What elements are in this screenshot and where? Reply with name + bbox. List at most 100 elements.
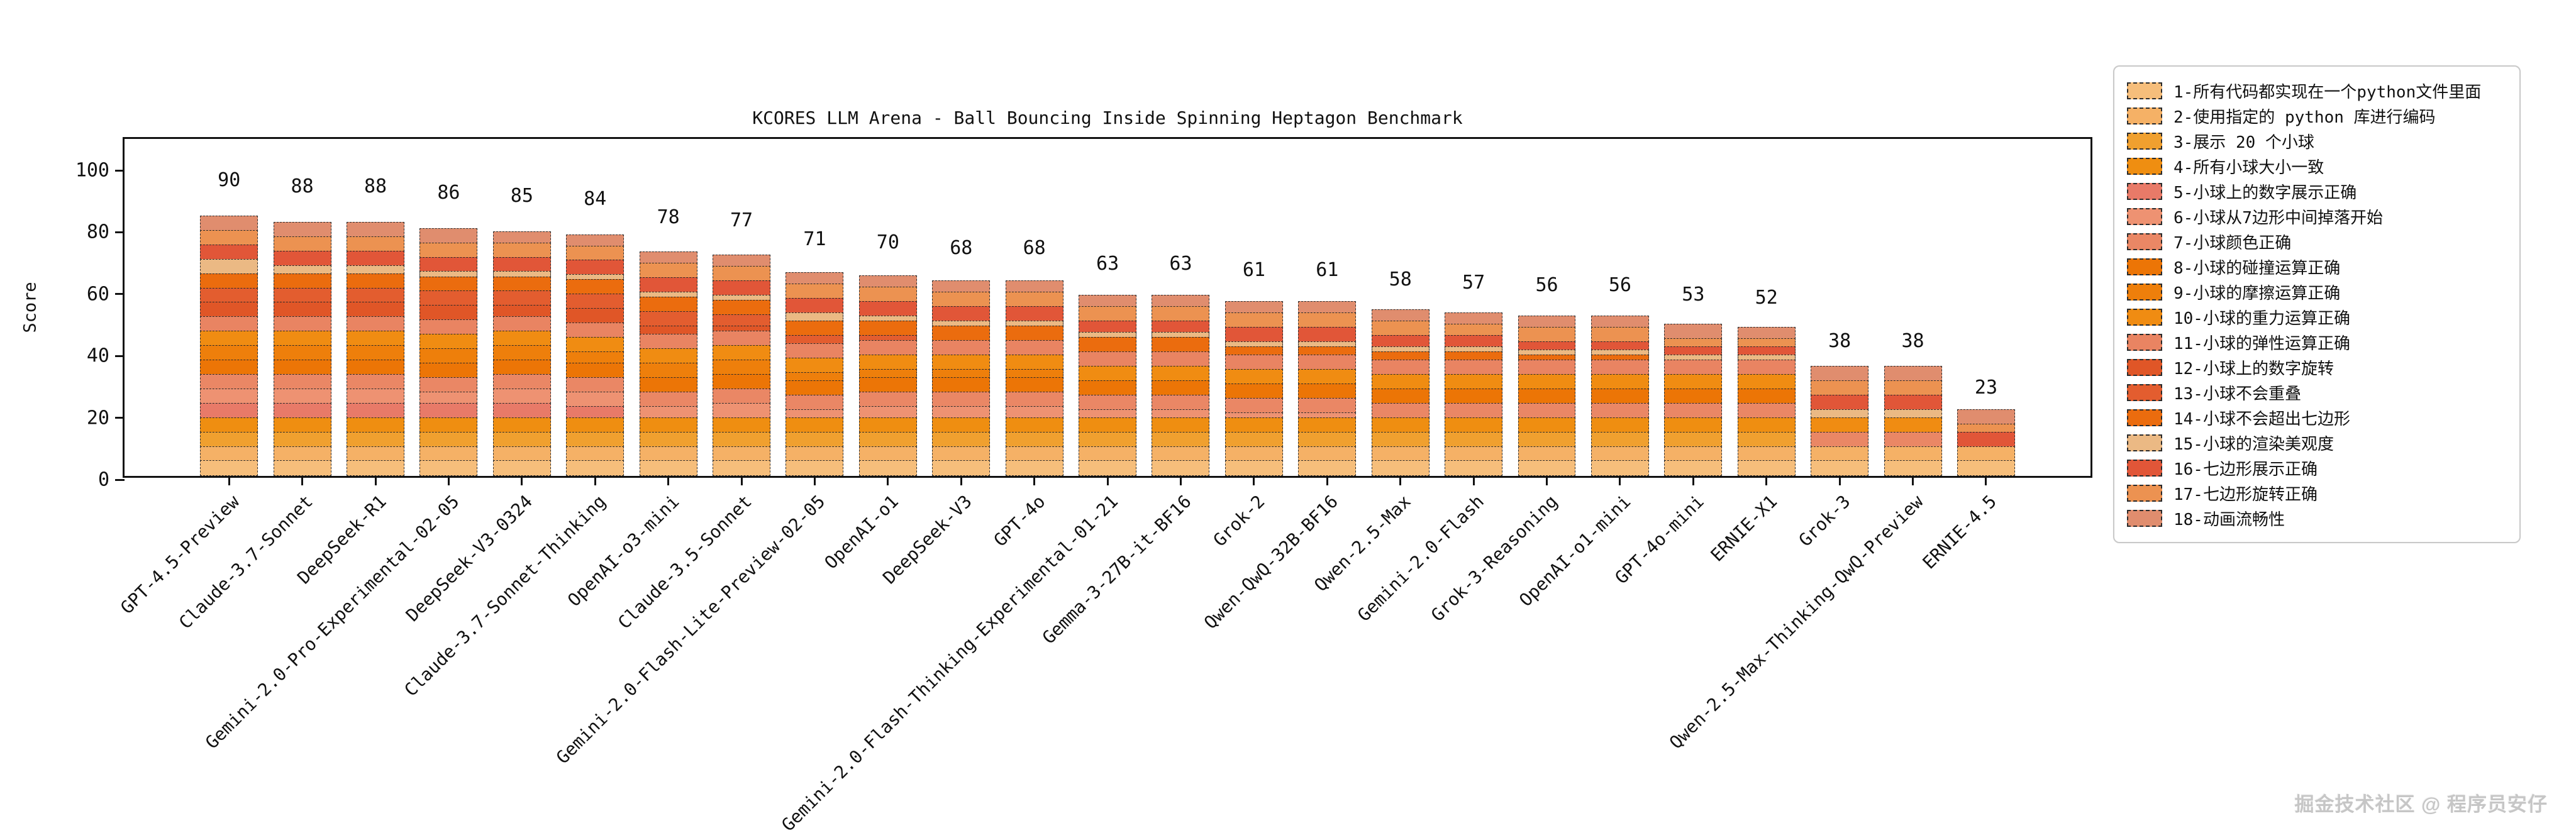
bar-segment-criterion-11: [1518, 360, 1576, 375]
bar-segment-criterion-18: [1079, 295, 1137, 307]
stacked-bar: [1518, 315, 1576, 476]
bar-segment-criterion-18: [1371, 309, 1430, 322]
bar-segment-criterion-4: [786, 417, 844, 433]
bar-total-label: 61: [1242, 258, 1265, 281]
bar-segment-criterion-17: [1811, 380, 1869, 396]
bar-group-GPT-4.5-Preview: 90 GPT-4.5-Preview: [116, 139, 265, 618]
x-tick: [1619, 476, 1621, 485]
bar-segment-criterion-14: [639, 297, 697, 312]
stacked-bar: [713, 255, 771, 476]
bar-segment-criterion-2: [1957, 446, 2015, 462]
bar-segment-criterion-17: [1884, 380, 1942, 396]
bar-segment-criterion-5: [566, 405, 625, 419]
legend-label: 6-小球从7边形中间掉落开始: [2174, 208, 2383, 228]
bar-segment-criterion-6: [492, 388, 551, 404]
stacked-bar: [1224, 301, 1283, 476]
x-tick-label: Claude-3.7-Sonnet: [174, 491, 317, 633]
bar-segment-criterion-16: [1298, 326, 1357, 343]
legend-item-15: 15-小球的渲染美观度: [2127, 430, 2507, 455]
bar-segment-criterion-6: [347, 388, 404, 404]
x-tick: [1033, 476, 1036, 485]
legend-swatch: [2127, 434, 2162, 451]
bar-segment-criterion-1: [566, 460, 625, 476]
bar-segment-criterion-3: [1371, 431, 1430, 448]
legend-swatch: [2127, 258, 2162, 275]
legend-label: 8-小球的碰撞运算正确: [2174, 258, 2341, 278]
legend-item-2: 2-使用指定的 python 库进行编码: [2127, 103, 2507, 128]
bar-segment-criterion-11: [1224, 354, 1283, 370]
bar-segment-criterion-6: [858, 405, 917, 419]
bar-total-label: 56: [1608, 274, 1631, 297]
plot-area: Score 0 20 40 60 80 100 90 GPT-4.5-Preview 88 Cl…: [21, 137, 2092, 833]
bar-group-Gemma-3-27B-it-BF16: 63 Gemma-3-27B-it-BF16: [1038, 139, 1217, 648]
bar-segment-criterion-5: [419, 402, 478, 419]
bar-segment-criterion-3: [1518, 431, 1576, 448]
bar-segment-criterion-16: [1152, 320, 1210, 333]
bar-segment-criterion-6: [932, 405, 991, 419]
bar-segment-criterion-1: [1298, 460, 1357, 476]
bar-segment-criterion-2: [200, 446, 258, 462]
bar-segment-criterion-16: [1224, 326, 1283, 343]
bar-segment-criterion-2: [1591, 446, 1649, 462]
bar-segment-criterion-3: [1152, 431, 1210, 448]
bar-segment-criterion-9: [419, 348, 478, 364]
bar-segment-criterion-7: [786, 394, 844, 411]
legend-item-14: 14-小球不会超出七边形: [2127, 405, 2507, 430]
bar-segment-criterion-8: [1298, 383, 1357, 399]
bar-segment-criterion-18: [1224, 301, 1283, 314]
legend-swatch: [2127, 233, 2162, 250]
bar-segment-criterion-2: [1371, 446, 1430, 462]
bar-segment-criterion-8: [639, 377, 697, 393]
legend-label: 7-小球颜色正确: [2174, 233, 2292, 253]
bar-segment-criterion-16: [273, 250, 331, 267]
legend-item-10: 10-小球的重力运算正确: [2127, 304, 2507, 329]
bar-segment-criterion-14: [786, 320, 844, 336]
x-tick-label: DeepSeek-V3-0324: [402, 491, 537, 626]
bar-segment-criterion-4: [347, 417, 404, 433]
bar-segment-criterion-13: [347, 287, 404, 304]
bar-segment-criterion-4: [1737, 417, 1796, 433]
bar-segment-criterion-11: [1737, 360, 1796, 375]
bar-segment-criterion-3: [1224, 431, 1283, 448]
bar-segment-criterion-1: [786, 460, 844, 476]
bar-segment-criterion-7: [419, 377, 478, 393]
bar-group-Qwen-2.5-Max-Thinking-QwQ-Preview: 38 Qwen-2.5-Max-Thinking-QwQ-Preview: [1665, 139, 1949, 753]
bar-group-Grok-3: 38 Grok-3: [1795, 139, 1876, 551]
legend-item-4: 4-所有小球大小一致: [2127, 153, 2507, 179]
legend-item-6: 6-小球从7边形中间掉落开始: [2127, 204, 2507, 229]
bar-segment-criterion-18: [1957, 409, 2015, 425]
bar-segment-criterion-16: [1445, 334, 1503, 348]
bar-segment-criterion-4: [1298, 417, 1357, 433]
bar-group-ERNIE-4.5: 23 ERNIE-4.5: [1919, 139, 2023, 573]
x-tick: [1985, 476, 1987, 485]
x-tick: [521, 476, 523, 485]
bar-group-Grok-2: 61 Grok-2: [1209, 139, 1291, 551]
bar-segment-criterion-14: [200, 273, 258, 289]
bar-total-label: 53: [1682, 284, 1705, 306]
x-tick: [228, 476, 230, 485]
stacked-bar: [347, 221, 404, 476]
bar-segment-criterion-6: [200, 388, 258, 404]
legend-swatch: [2127, 358, 2162, 376]
x-tick: [594, 476, 596, 485]
x-tick: [447, 476, 450, 485]
bar-segment-criterion-7: [273, 373, 331, 390]
legend: 1-所有代码都实现在一个python文件里面 2-使用指定的 python 库进行…: [2113, 65, 2521, 543]
bar-segment-criterion-14: [273, 273, 331, 289]
x-tick-label: Gemini-2.0-Flash: [1353, 491, 1489, 626]
legend-swatch: [2127, 157, 2162, 175]
bar-segment-criterion-10: [1005, 354, 1063, 370]
legend-swatch: [2127, 82, 2162, 99]
bar-segment-criterion-18: [932, 280, 991, 293]
bar-segment-criterion-6: [566, 391, 625, 407]
bar-segment-criterion-13: [566, 294, 625, 309]
bar-segment-criterion-7: [932, 391, 991, 407]
x-tick-label: GPT-4o: [989, 491, 1050, 551]
bar-segment-criterion-6: [713, 402, 771, 419]
bar-segment-criterion-2: [1445, 446, 1503, 462]
bar-segment-criterion-7: [1445, 402, 1503, 419]
bar-segment-criterion-10: [1224, 368, 1283, 385]
stacked-bar: [1737, 326, 1796, 476]
bar-segment-criterion-16: [419, 257, 478, 273]
